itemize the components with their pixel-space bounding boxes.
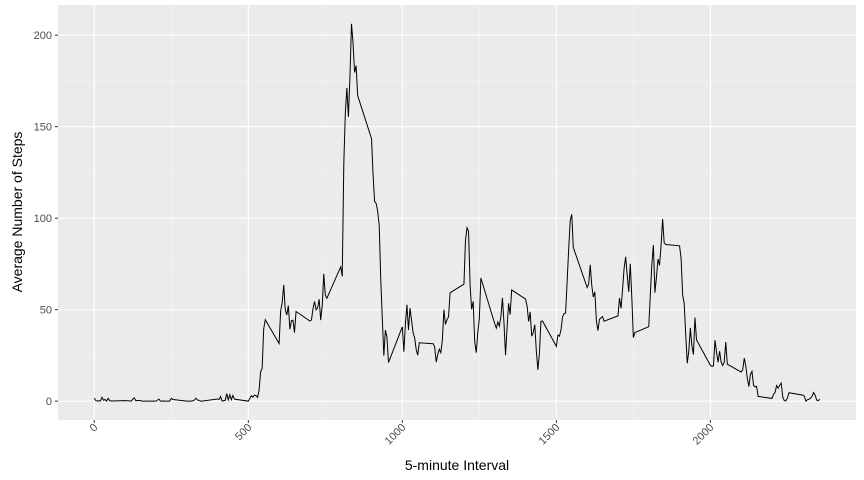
data-line <box>93 23 821 403</box>
panel <box>58 5 856 420</box>
y-tick-label: 100 <box>34 213 52 225</box>
x-tick-label: 0 <box>88 422 101 435</box>
x-axis-label: 5-minute Interval <box>405 457 509 473</box>
x-tick-label: 500 <box>233 422 254 443</box>
y-tick-label: 150 <box>34 122 52 134</box>
x-tick-label: 1500 <box>537 422 563 448</box>
x-tick-label: 2000 <box>691 422 717 448</box>
y-tick-label: 50 <box>40 305 52 317</box>
x-tick-label: 1000 <box>383 422 409 448</box>
y-tick-label: 200 <box>34 30 52 42</box>
y-tick-label: 0 <box>46 396 52 408</box>
y-axis-label: Average Number of Steps <box>9 132 25 293</box>
